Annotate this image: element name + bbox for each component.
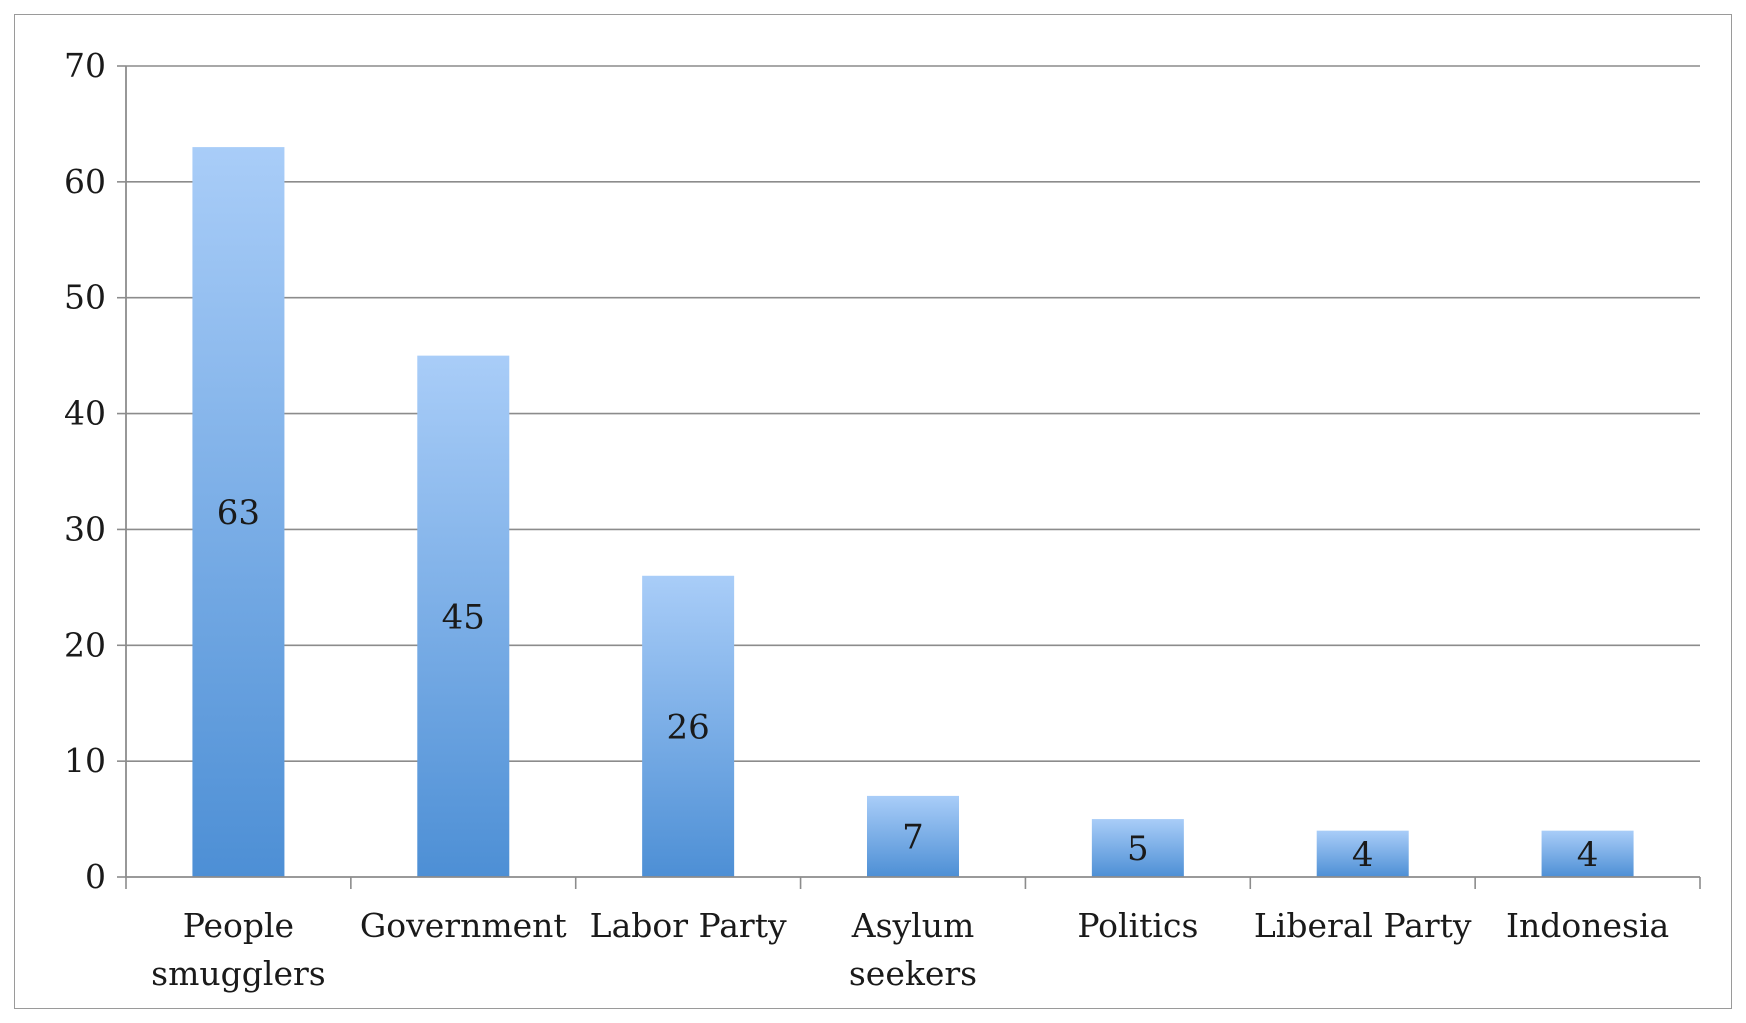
bar	[867, 795, 959, 877]
bar	[1316, 830, 1409, 877]
y-tick-label: 30	[64, 509, 106, 548]
gridlines	[126, 65, 1700, 762]
data-label: 7	[902, 817, 924, 857]
data-label: 4	[1577, 835, 1599, 875]
bar	[642, 575, 735, 877]
y-tick-label: 20	[64, 625, 106, 664]
y-tick-label: 70	[64, 46, 106, 85]
x-tick-label: Labor Party	[590, 906, 787, 945]
y-tick-label: 40	[64, 394, 106, 433]
data-label: 5	[1127, 829, 1149, 869]
bar	[192, 147, 285, 878]
data-label: 4	[1352, 835, 1374, 875]
bar	[1541, 830, 1634, 877]
y-tick-label: 50	[64, 278, 106, 317]
y-tick-label: 10	[64, 741, 106, 780]
x-tick-label: Government	[360, 906, 567, 945]
bar	[1091, 819, 1184, 877]
bar	[417, 355, 510, 878]
x-tick-label: Liberal Party	[1254, 906, 1472, 945]
axes	[117, 65, 1701, 889]
y-tick-label: 60	[64, 162, 106, 201]
x-tick-label: Politics	[1077, 906, 1198, 945]
bars	[192, 147, 1634, 878]
data-label: 63	[217, 493, 260, 533]
x-tick-label: People smugglers	[151, 906, 326, 993]
data-label: 45	[442, 597, 485, 637]
data-label: 26	[667, 707, 710, 747]
x-tick-label: Indonesia	[1506, 906, 1669, 945]
y-tick-label: 0	[85, 857, 106, 896]
x-tick-label: Asylum seekers	[849, 906, 977, 993]
